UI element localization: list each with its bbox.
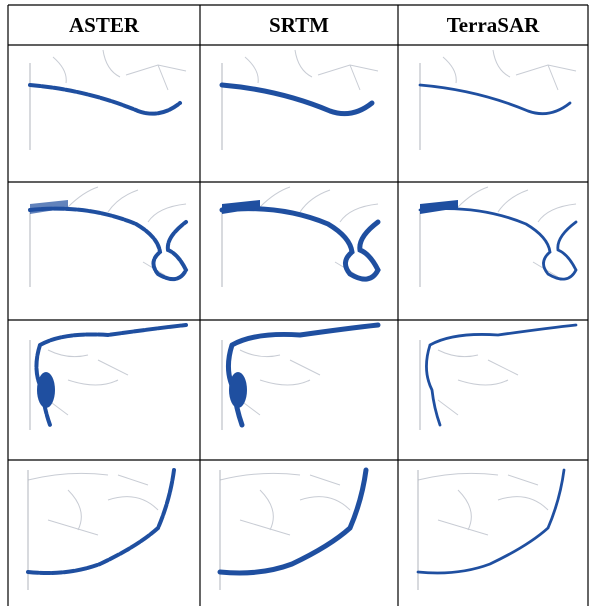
- admin-boundary: [245, 50, 378, 90]
- admin-boundary: [260, 187, 378, 277]
- admin-boundary: [28, 473, 158, 535]
- flood-coastline: [30, 209, 186, 280]
- map-image: [420, 325, 576, 430]
- flood-coastline: [420, 85, 570, 114]
- column-header: ASTER: [69, 13, 140, 37]
- flood-coastline: [28, 470, 174, 573]
- admin-boundary: [240, 350, 320, 415]
- figure-table: ASTER SRTM TerraSAR: [0, 0, 590, 606]
- map-image: [418, 470, 564, 590]
- flood-coastline: [418, 470, 564, 573]
- flood-area: [222, 200, 260, 214]
- flood-coastline: [426, 325, 576, 425]
- column-header: TerraSAR: [447, 13, 540, 37]
- admin-boundary: [438, 350, 518, 415]
- flood-area: [420, 200, 458, 214]
- map-image: [30, 187, 186, 287]
- map-image: [220, 470, 366, 590]
- admin-boundary: [220, 473, 350, 535]
- map-image: [30, 325, 186, 430]
- admin-boundary: [68, 187, 186, 277]
- flood-coastline: [36, 325, 186, 425]
- flood-coastline: [228, 325, 378, 425]
- flood-area: [30, 200, 68, 214]
- admin-boundary: [53, 50, 186, 90]
- map-image: [222, 50, 378, 150]
- flood-coastline: [222, 85, 372, 114]
- flood-coastline: [222, 209, 378, 280]
- admin-boundary: [443, 50, 576, 90]
- map-image: [420, 50, 576, 150]
- map-image: [420, 187, 576, 287]
- map-image: [222, 325, 378, 430]
- map-image: [30, 50, 186, 150]
- flood-coastline: [30, 85, 180, 114]
- map-image: [222, 187, 378, 287]
- column-header: SRTM: [269, 13, 329, 37]
- flood-coastline: [220, 470, 366, 573]
- flood-area: [229, 372, 247, 408]
- map-image: [28, 470, 174, 590]
- admin-boundary: [48, 350, 128, 415]
- admin-boundary: [418, 473, 548, 535]
- admin-boundary: [458, 187, 576, 277]
- flood-coastline: [420, 209, 576, 280]
- flood-area: [37, 372, 55, 408]
